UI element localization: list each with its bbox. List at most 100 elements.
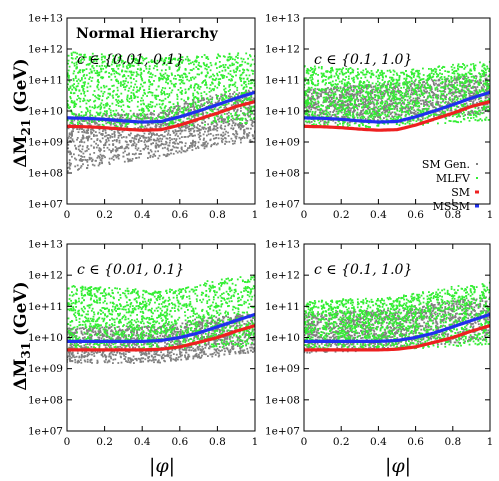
- data-point: [476, 111, 479, 113]
- data-point: [433, 92, 436, 95]
- data-point: [315, 94, 318, 97]
- data-point: [201, 97, 203, 100]
- data-point: [83, 141, 86, 144]
- data-point: [187, 105, 189, 107]
- data-point: [456, 81, 458, 84]
- data-point: [392, 116, 395, 118]
- data-point: [187, 108, 190, 110]
- data-point: [81, 160, 83, 162]
- data-point: [223, 55, 226, 58]
- data-point: [412, 88, 414, 91]
- data-point: [142, 119, 144, 122]
- data-point: [344, 101, 347, 104]
- data-point: [233, 133, 236, 136]
- data-point: [422, 67, 424, 70]
- data-point: [143, 116, 146, 119]
- data-point: [81, 141, 83, 143]
- data-point: [222, 55, 225, 58]
- data-point: [76, 128, 78, 130]
- data-point: [328, 113, 331, 116]
- data-point: [387, 122, 389, 125]
- data-point: [411, 87, 413, 89]
- data-point: [242, 77, 245, 80]
- data-point: [420, 91, 423, 94]
- data-point: [459, 115, 461, 118]
- data-point: [465, 91, 468, 93]
- data-point: [170, 72, 173, 75]
- data-point: [209, 128, 212, 130]
- data-point: [467, 89, 469, 92]
- data-point: [197, 97, 200, 100]
- data-point: [196, 86, 199, 89]
- data-point: [83, 92, 85, 95]
- data-point: [155, 98, 158, 100]
- data-point: [331, 68, 334, 71]
- data-point: [311, 106, 314, 109]
- data-point: [348, 107, 351, 109]
- data-point: [180, 93, 183, 95]
- data-point: [129, 141, 132, 143]
- data-point: [486, 67, 489, 70]
- data-point: [120, 92, 123, 95]
- data-point: [378, 82, 381, 84]
- data-point: [139, 117, 142, 120]
- data-point: [71, 113, 74, 115]
- data-point: [472, 63, 475, 65]
- data-point: [74, 77, 77, 79]
- data-point: [162, 60, 165, 63]
- data-point: [233, 109, 235, 112]
- data-point: [250, 117, 253, 120]
- data-point: [197, 99, 200, 102]
- data-point: [81, 58, 83, 61]
- data-point: [171, 112, 173, 114]
- data-point: [188, 62, 190, 65]
- data-point: [309, 104, 311, 106]
- data-point: [357, 113, 360, 116]
- data-point: [231, 75, 233, 78]
- data-point: [425, 100, 427, 103]
- data-point: [151, 101, 154, 104]
- data-point: [390, 92, 392, 94]
- data-point: [113, 113, 116, 116]
- data-point: [140, 97, 143, 99]
- x-tick-label: 0: [64, 209, 71, 221]
- data-point: [104, 135, 106, 138]
- data-point: [150, 59, 153, 62]
- data-point: [388, 104, 391, 107]
- data-point: [347, 108, 350, 111]
- data-point: [79, 150, 81, 152]
- data-point: [96, 74, 99, 77]
- data-point: [67, 69, 70, 72]
- data-point: [192, 94, 195, 97]
- data-point: [358, 103, 360, 105]
- data-point: [240, 80, 242, 82]
- data-point: [332, 92, 335, 95]
- data-point: [205, 111, 208, 114]
- data-point: [331, 90, 334, 93]
- data-point: [395, 82, 397, 85]
- data-point: [410, 108, 413, 111]
- data-point: [136, 73, 139, 75]
- data-point: [165, 140, 167, 143]
- data-point: [83, 73, 86, 76]
- data-point: [240, 84, 243, 87]
- data-point: [101, 133, 103, 135]
- data-point: [396, 118, 399, 121]
- data-point: [329, 88, 332, 91]
- data-point: [189, 132, 192, 135]
- data-point: [148, 67, 151, 70]
- data-point: [78, 168, 80, 170]
- data-point: [77, 71, 79, 74]
- data-point: [246, 133, 248, 135]
- data-point: [249, 55, 252, 58]
- data-point: [217, 53, 219, 56]
- data-point: [109, 92, 111, 95]
- y-tick-label: 1e+09: [28, 137, 63, 149]
- data-point: [304, 77, 307, 80]
- data-point: [114, 61, 117, 64]
- data-point: [332, 100, 335, 102]
- data-point: [79, 80, 82, 82]
- data-point: [105, 139, 108, 141]
- data-point: [486, 84, 489, 86]
- data-point: [168, 93, 171, 95]
